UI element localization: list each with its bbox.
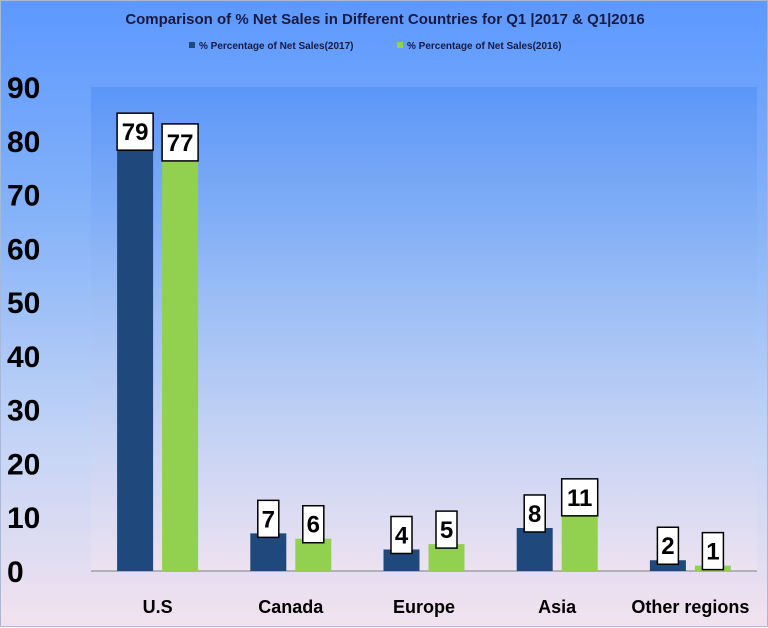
bar bbox=[162, 156, 199, 571]
y-tick-label: 30 bbox=[7, 395, 40, 428]
y-tick-label: 40 bbox=[7, 341, 40, 374]
x-tick-label: Canada bbox=[258, 597, 324, 617]
data-label: 79 bbox=[122, 119, 149, 146]
data-label: 4 bbox=[395, 522, 409, 549]
data-label: 2 bbox=[661, 533, 674, 560]
bar bbox=[250, 533, 287, 571]
chart-title: Comparison of % Net Sales in Different C… bbox=[125, 11, 644, 28]
data-label: 6 bbox=[307, 512, 320, 539]
data-label-box bbox=[257, 499, 280, 539]
data-label-box bbox=[435, 510, 458, 549]
y-tick-label: 60 bbox=[7, 233, 40, 266]
x-tick-label: Asia bbox=[538, 597, 577, 617]
y-tick-label: 90 bbox=[7, 72, 40, 105]
y-tick-label: 50 bbox=[7, 287, 40, 320]
y-tick-label: 70 bbox=[7, 180, 40, 213]
data-label-box bbox=[701, 531, 725, 571]
legend-label: % Percentage of Net Sales(2016) bbox=[407, 41, 562, 52]
x-axis: U.S Canada Europe Asia Other regions bbox=[143, 597, 750, 617]
legend: % Percentage of Net Sales(2017) % Percent… bbox=[189, 41, 562, 52]
x-tick-label: U.S bbox=[143, 597, 173, 617]
y-tick-label: 10 bbox=[7, 502, 40, 535]
bar bbox=[117, 146, 154, 571]
bar bbox=[295, 538, 332, 571]
data-label: 1 bbox=[706, 539, 719, 566]
bar bbox=[383, 549, 420, 571]
bar bbox=[516, 527, 553, 571]
data-label-box bbox=[161, 123, 199, 162]
data-label: 11 bbox=[567, 485, 592, 512]
x-tick-label: Other regions bbox=[631, 597, 749, 617]
y-tick-label: 80 bbox=[7, 126, 40, 159]
data-label: 8 bbox=[528, 501, 541, 528]
data-label-box bbox=[116, 112, 154, 151]
legend-label: % Percentage of Net Sales(2017) bbox=[199, 41, 354, 52]
bar bbox=[561, 511, 598, 571]
legend-swatch bbox=[397, 42, 403, 48]
data-label-box bbox=[560, 478, 599, 517]
data-label: 77 bbox=[167, 130, 194, 157]
data-label: 5 bbox=[440, 517, 453, 544]
bar bbox=[649, 560, 686, 571]
data-label-box bbox=[302, 504, 325, 544]
y-axis: 0 10 20 30 40 50 60 70 80 90 bbox=[7, 72, 757, 589]
y-tick-label: 20 bbox=[7, 448, 40, 481]
data-label-box bbox=[523, 494, 546, 533]
data-label-box bbox=[390, 515, 413, 555]
plot-area bbox=[91, 87, 757, 571]
y-tick-label: 0 bbox=[7, 556, 24, 589]
x-tick-label: Europe bbox=[393, 597, 455, 617]
legend-swatch bbox=[189, 42, 195, 48]
data-label: 7 bbox=[262, 506, 275, 533]
data-label-box bbox=[656, 526, 680, 565]
